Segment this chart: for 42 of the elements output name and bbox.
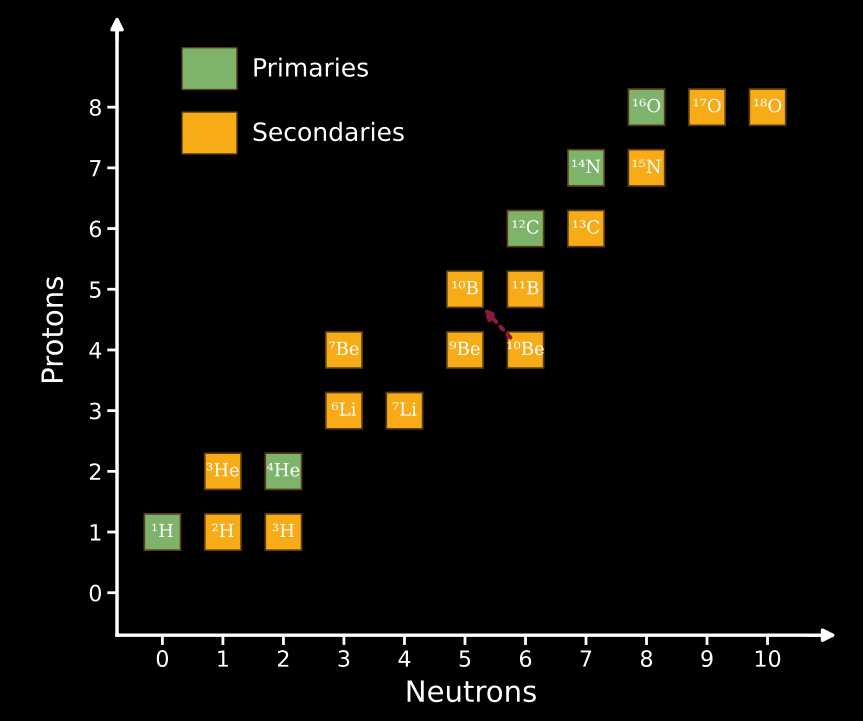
x-tick-label: 6 — [520, 650, 532, 667]
y-tick-label: 5 — [90, 281, 100, 298]
annotation: ⁷Li — [392, 402, 417, 416]
x-tick-label: 2 — [278, 650, 288, 667]
x-tick-label: 10 — [756, 650, 780, 667]
annotation: ¹⁵N — [632, 160, 661, 174]
annotation: ¹⁰B — [452, 280, 478, 294]
annotation: ⁹Be — [450, 342, 480, 356]
x-tick-label: 9 — [701, 650, 713, 667]
annotation: ⁴He — [267, 463, 300, 477]
annotation: ¹⁷O — [694, 98, 721, 112]
y-tick-label: 7 — [90, 160, 101, 176]
x-tick-label: 5 — [460, 650, 470, 667]
x-tick-label: 8 — [640, 650, 652, 667]
x-tick-label: 3 — [338, 650, 350, 667]
annotation: ¹⁴N — [572, 160, 600, 174]
y-tick-label: 1 — [90, 524, 100, 540]
y-tick-label: 0 — [90, 584, 101, 602]
y-tick-label: 4 — [89, 342, 102, 358]
x-tick-label: 1 — [218, 650, 228, 667]
x-tick-label: 7 — [580, 650, 592, 667]
legend-label: Secondaries — [254, 122, 404, 142]
x-axis-title: Neutrons — [408, 680, 536, 702]
annotation: ¹¹B — [512, 280, 538, 294]
annotation: ¹³C — [573, 220, 600, 234]
annotation: ²H — [212, 524, 234, 538]
y-tick-label: 8 — [90, 99, 101, 116]
y-tick-label: 2 — [90, 463, 100, 480]
annotation: ³H — [272, 524, 294, 538]
y-axis-title: Protons — [42, 277, 64, 382]
x-tick-label: 4 — [398, 650, 410, 667]
annotation: ³He — [206, 462, 239, 477]
annotation: ¹H — [152, 524, 173, 538]
annotation: ¹⁶O — [633, 98, 660, 112]
annotation: ⁷Be — [329, 342, 359, 356]
y-tick-label: 6 — [90, 220, 102, 238]
annotation: ¹⁸O — [754, 98, 782, 112]
x-tick-label: 0 — [156, 650, 168, 667]
legend-label: Primaries — [254, 57, 368, 77]
annotation: ¹²C — [512, 220, 539, 234]
y-tick-label: 3 — [90, 402, 101, 420]
annotation: ⁶Li — [332, 402, 356, 416]
